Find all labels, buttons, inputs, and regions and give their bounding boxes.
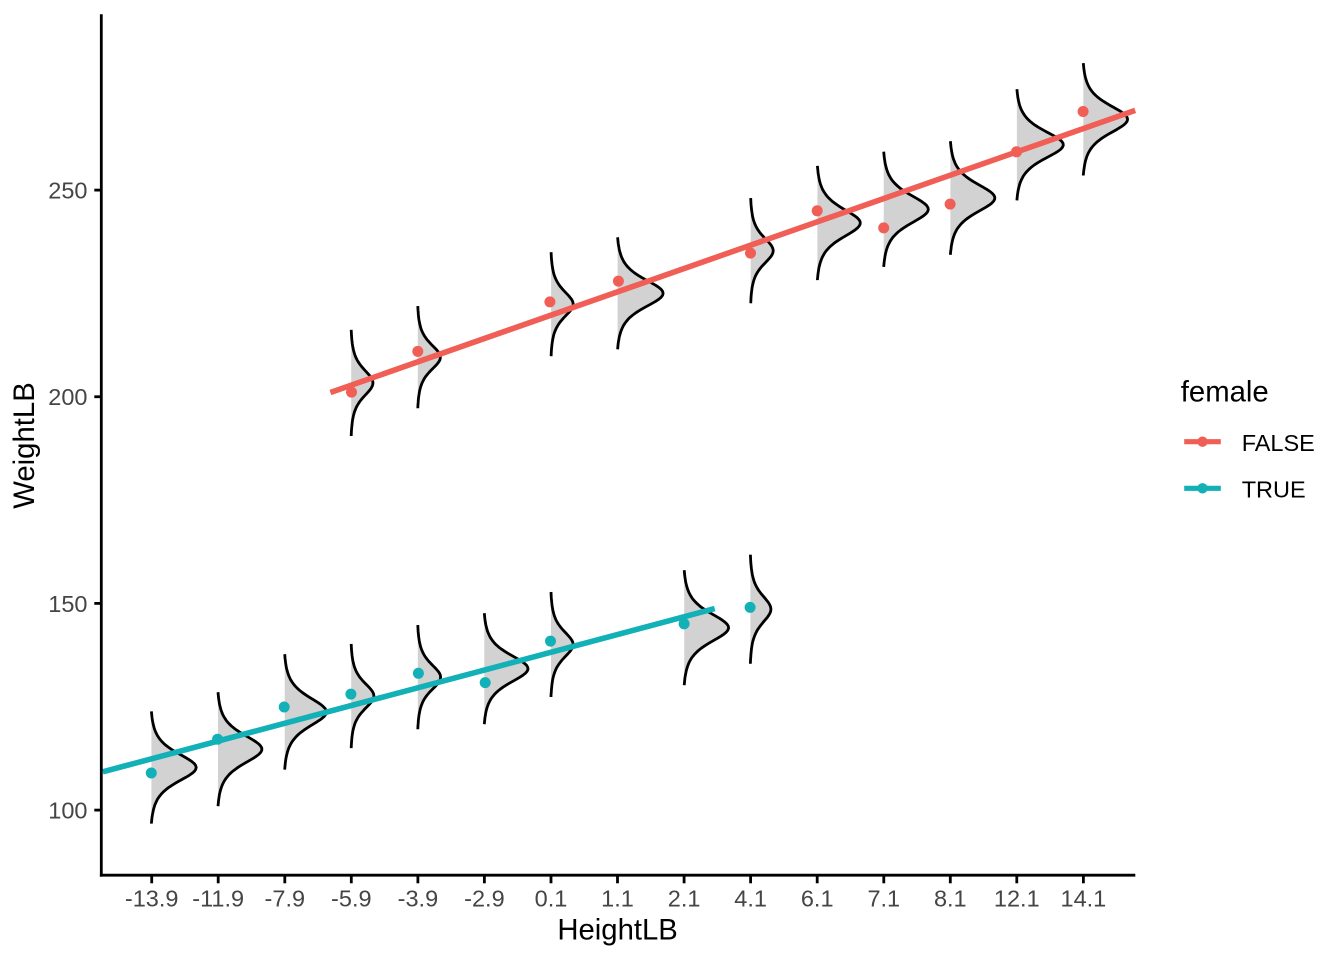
svg-text:6.1: 6.1 [801,886,834,912]
svg-text:FALSE: FALSE [1242,430,1315,456]
svg-text:7.1: 7.1 [867,886,900,912]
svg-text:4.1: 4.1 [734,886,767,912]
svg-text:TRUE: TRUE [1242,476,1306,502]
svg-text:-11.9: -11.9 [192,886,244,912]
svg-text:200: 200 [48,384,87,410]
svg-text:250: 250 [48,178,87,204]
svg-text:-7.9: -7.9 [265,886,306,912]
svg-text:1.1: 1.1 [601,886,634,912]
svg-text:100: 100 [48,798,87,824]
svg-text:HeightLB: HeightLB [557,913,678,946]
svg-text:0.1: 0.1 [535,886,568,912]
svg-text:-13.9: -13.9 [125,886,179,912]
svg-text:12.1: 12.1 [994,886,1040,912]
svg-text:2.1: 2.1 [668,886,701,912]
svg-text:-2.9: -2.9 [464,886,505,912]
svg-text:8.1: 8.1 [934,886,967,912]
svg-text:14.1: 14.1 [1061,886,1107,912]
svg-text:female: female [1181,376,1269,409]
svg-text:WeightLB: WeightLB [8,382,41,509]
svg-text:-3.9: -3.9 [398,886,439,912]
svg-text:150: 150 [48,591,87,617]
svg-text:-5.9: -5.9 [331,886,372,912]
